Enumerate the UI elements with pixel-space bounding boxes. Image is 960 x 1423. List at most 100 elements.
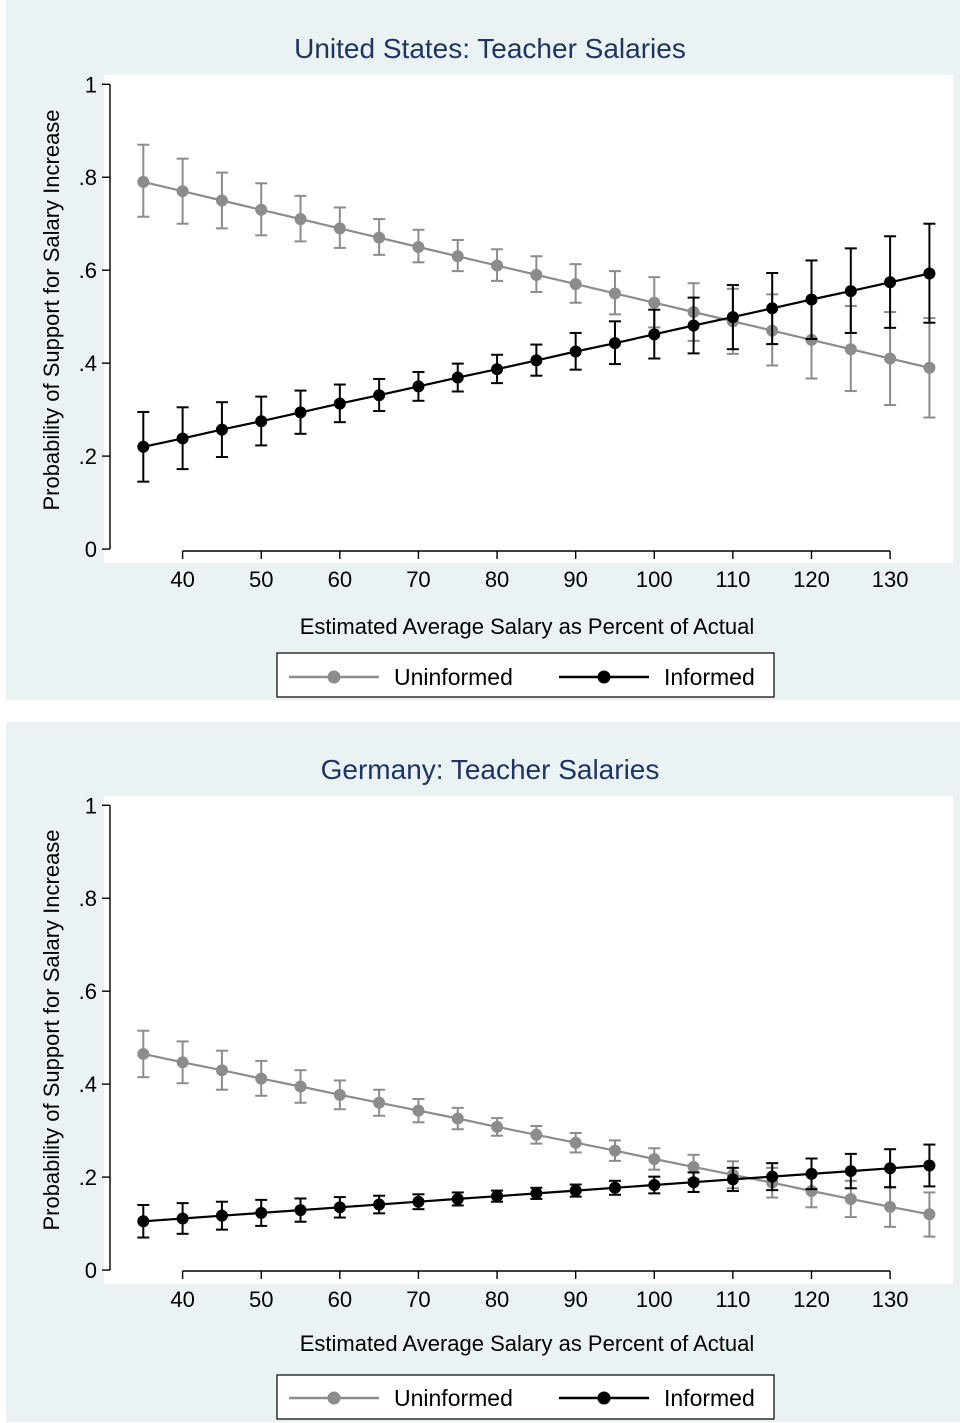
legend-label-informed: Informed: [664, 1385, 755, 1411]
data-point-informed: [373, 389, 386, 402]
data-point-uninformed: [137, 1047, 150, 1060]
x-tick-label: 50: [249, 567, 273, 592]
legend-label-uninformed: Uninformed: [394, 1385, 513, 1411]
legend-box: [276, 652, 775, 698]
data-point-uninformed: [333, 222, 346, 235]
data-point-informed: [923, 267, 936, 280]
data-point-informed: [333, 1201, 346, 1214]
data-point-informed: [687, 319, 700, 332]
data-point-uninformed: [491, 259, 504, 272]
data-point-informed: [726, 311, 739, 324]
data-point-informed: [412, 380, 425, 393]
data-point-uninformed: [255, 1072, 268, 1085]
data-point-uninformed: [569, 278, 582, 291]
x-tick-label: 130: [872, 567, 909, 592]
data-point-uninformed: [215, 1064, 228, 1077]
y-tick-label: .2: [79, 1165, 97, 1190]
y-tick-label: 1: [85, 793, 97, 818]
chart-svg-germany: Germany: Teacher Salaries Probability of…: [39, 754, 953, 1420]
data-point-informed: [215, 1209, 228, 1222]
data-point-informed: [491, 363, 504, 376]
data-point-uninformed: [805, 1185, 818, 1198]
data-point-informed: [451, 1192, 464, 1205]
data-point-uninformed: [530, 268, 543, 281]
y-tick-label: 1: [85, 72, 97, 97]
data-point-uninformed: [687, 1160, 700, 1173]
data-point-informed: [648, 1179, 661, 1192]
chart-panel-germany: Germany: Teacher Salaries Probability of…: [6, 722, 960, 1422]
y-tick-label: 0: [85, 1258, 97, 1283]
data-point-uninformed: [608, 287, 621, 300]
data-point-informed: [137, 1215, 150, 1228]
x-tick-label: 70: [406, 567, 430, 592]
data-point-informed: [412, 1195, 425, 1208]
x-tick-label: 70: [406, 1287, 430, 1312]
data-point-informed: [255, 415, 268, 428]
legend-marker-uninformed: [327, 1391, 341, 1405]
x-tick-label: 60: [328, 567, 352, 592]
data-point-uninformed: [491, 1120, 504, 1133]
data-point-informed: [530, 354, 543, 367]
data-point-uninformed: [569, 1136, 582, 1149]
data-point-informed: [726, 1173, 739, 1186]
data-point-informed: [805, 293, 818, 306]
chart-title: Germany: Teacher Salaries: [321, 754, 660, 785]
data-point-informed: [491, 1190, 504, 1203]
data-point-uninformed: [176, 185, 189, 198]
data-point-informed: [451, 371, 464, 384]
data-point-uninformed: [412, 1104, 425, 1117]
x-tick-label: 80: [485, 1287, 509, 1312]
data-point-informed: [333, 397, 346, 410]
data-point-uninformed: [373, 1096, 386, 1109]
x-tick-label: 100: [636, 1287, 673, 1312]
y-tick-label: 0: [85, 537, 97, 562]
data-point-informed: [648, 328, 661, 341]
data-point-uninformed: [923, 361, 936, 374]
y-tick-label: .6: [79, 258, 97, 283]
x-tick-label: 90: [563, 1287, 587, 1312]
chart-svg-us: United States: Teacher Salaries Probabil…: [39, 33, 953, 698]
data-point-informed: [687, 1176, 700, 1189]
data-point-uninformed: [451, 250, 464, 263]
data-point-uninformed: [648, 1152, 661, 1165]
data-point-uninformed: [294, 213, 307, 226]
x-tick-label: 90: [563, 567, 587, 592]
data-point-informed: [294, 406, 307, 419]
data-point-uninformed: [530, 1128, 543, 1141]
plot-area: [104, 75, 953, 563]
data-point-uninformed: [844, 343, 857, 356]
data-point-uninformed: [373, 231, 386, 244]
data-point-uninformed: [294, 1080, 307, 1093]
legend-marker-informed: [597, 670, 611, 684]
y-tick-label: .6: [79, 979, 97, 1004]
x-tick-label: 120: [793, 567, 830, 592]
y-axis-label: Probability of Support for Salary Increa…: [39, 109, 64, 510]
data-point-informed: [884, 276, 897, 289]
x-tick-label: 40: [170, 1287, 194, 1312]
data-point-informed: [530, 1187, 543, 1200]
chart-panel-us: United States: Teacher Salaries Probabil…: [6, 0, 960, 700]
data-point-uninformed: [648, 296, 661, 309]
data-point-uninformed: [451, 1112, 464, 1125]
data-point-informed: [569, 1184, 582, 1197]
plot-area: [104, 796, 953, 1284]
x-tick-label: 80: [485, 567, 509, 592]
data-point-informed: [176, 432, 189, 445]
y-tick-label: .2: [79, 444, 97, 469]
y-tick-label: .8: [79, 886, 97, 911]
data-point-uninformed: [176, 1056, 189, 1069]
data-point-informed: [373, 1198, 386, 1211]
data-point-uninformed: [884, 1200, 897, 1213]
data-point-uninformed: [884, 352, 897, 365]
data-point-informed: [805, 1167, 818, 1180]
y-axis-label: Probability of Support for Salary Increa…: [39, 829, 64, 1230]
data-point-uninformed: [844, 1192, 857, 1205]
data-point-informed: [215, 423, 228, 436]
x-tick-label: 120: [793, 1287, 830, 1312]
data-point-informed: [766, 1170, 779, 1183]
data-point-uninformed: [412, 240, 425, 253]
data-point-informed: [608, 1181, 621, 1194]
data-point-informed: [608, 337, 621, 350]
data-point-informed: [176, 1212, 189, 1225]
x-tick-label: 40: [170, 567, 194, 592]
